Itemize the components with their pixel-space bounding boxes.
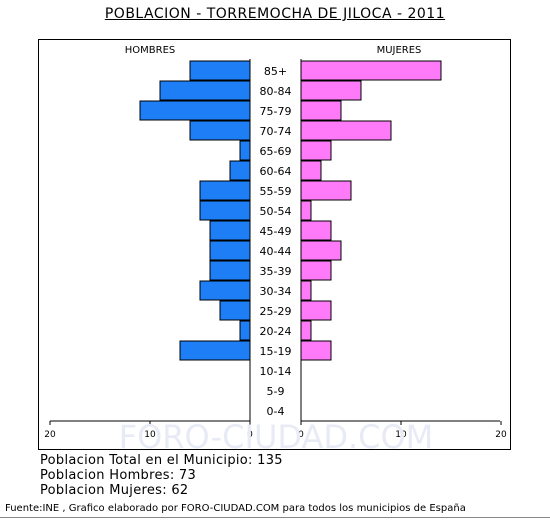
bar-women-80-84 — [300, 80, 362, 101]
age-label: 80-84 — [260, 85, 292, 98]
x-tick-label: 10 — [144, 430, 156, 440]
age-label: 5-9 — [267, 385, 285, 398]
chart-frame: HOMBRES MUJERES 85+ 80-84 75-79 70-74 65-69 60-… — [38, 39, 511, 450]
bar-women-55-59 — [300, 180, 352, 201]
bar-men-40-44 — [209, 240, 251, 261]
age-label: 10-14 — [260, 365, 292, 378]
age-label: 50-54 — [260, 205, 292, 218]
bar-men-70-74 — [189, 120, 251, 141]
age-label: 85+ — [264, 65, 287, 78]
age-label: 35-39 — [260, 265, 292, 278]
age-label: 75-79 — [260, 105, 292, 118]
source-footer: Fuente:INE , Grafico elaborado por FORO-… — [5, 503, 466, 514]
bar-men-20-24 — [239, 320, 251, 341]
x-tick-label: 20 — [44, 430, 56, 440]
x-tick-label: 0 — [298, 430, 304, 440]
men-population: Poblacion Hombres: 73 — [40, 468, 197, 483]
bar-women-40-44 — [300, 240, 342, 261]
bar-men-45-49 — [209, 220, 251, 241]
bar-men-80-84 — [159, 80, 251, 101]
x-tick-label: 0 — [247, 430, 253, 440]
bar-men-15-19 — [179, 340, 251, 361]
women-population: Poblacion Mujeres: 62 — [40, 483, 189, 498]
population-pyramid: HOMBRES MUJERES 85+ 80-84 75-79 70-74 65-69 60-… — [44, 45, 507, 449]
age-label: 55-59 — [260, 185, 292, 198]
bar-men-85+ — [189, 60, 251, 81]
bottom-divider — [0, 517, 550, 518]
age-label: 0-4 — [267, 405, 285, 418]
age-label: 15-19 — [260, 345, 292, 358]
bar-women-25-29 — [300, 300, 332, 321]
age-label: 45-49 — [260, 225, 292, 238]
bar-women-20-24 — [300, 320, 312, 341]
x-tick-label: 20 — [495, 430, 507, 440]
bar-women-30-34 — [300, 280, 312, 301]
age-label: 60-64 — [260, 165, 292, 178]
total-population: Poblacion Total en el Municipio: 135 — [40, 453, 283, 468]
bar-women-75-79 — [300, 100, 342, 121]
bar-women-85+ — [300, 60, 442, 81]
age-label: 25-29 — [260, 305, 292, 318]
bar-men-35-39 — [209, 260, 251, 281]
bar-men-25-29 — [219, 300, 251, 321]
bar-men-50-54 — [199, 200, 251, 221]
age-label: 70-74 — [260, 125, 292, 138]
bar-men-55-59 — [199, 180, 251, 201]
bar-men-75-79 — [139, 100, 251, 121]
x-tick-label: 10 — [395, 430, 407, 440]
bar-women-70-74 — [300, 120, 392, 141]
bar-women-65-69 — [300, 140, 332, 161]
bar-men-60-64 — [229, 160, 251, 181]
age-label: 65-69 — [260, 145, 292, 158]
age-label: 20-24 — [260, 325, 292, 338]
bar-men-65-69 — [239, 140, 251, 161]
age-label: 30-34 — [260, 285, 292, 298]
bar-men-30-34 — [199, 280, 251, 301]
bar-women-15-19 — [300, 340, 332, 361]
bar-women-50-54 — [300, 200, 312, 221]
watermark: FORO-CIUDAD.COM — [119, 418, 434, 449]
chart-title: POBLACION - TORREMOCHA DE JILOCA - 2011 — [104, 6, 446, 22]
age-label: 40-44 — [260, 245, 292, 258]
bar-women-60-64 — [300, 160, 322, 181]
legend-men: HOMBRES — [125, 45, 176, 56]
bar-women-35-39 — [300, 260, 332, 281]
bar-women-45-49 — [300, 220, 332, 241]
legend-women: MUJERES — [377, 45, 422, 56]
